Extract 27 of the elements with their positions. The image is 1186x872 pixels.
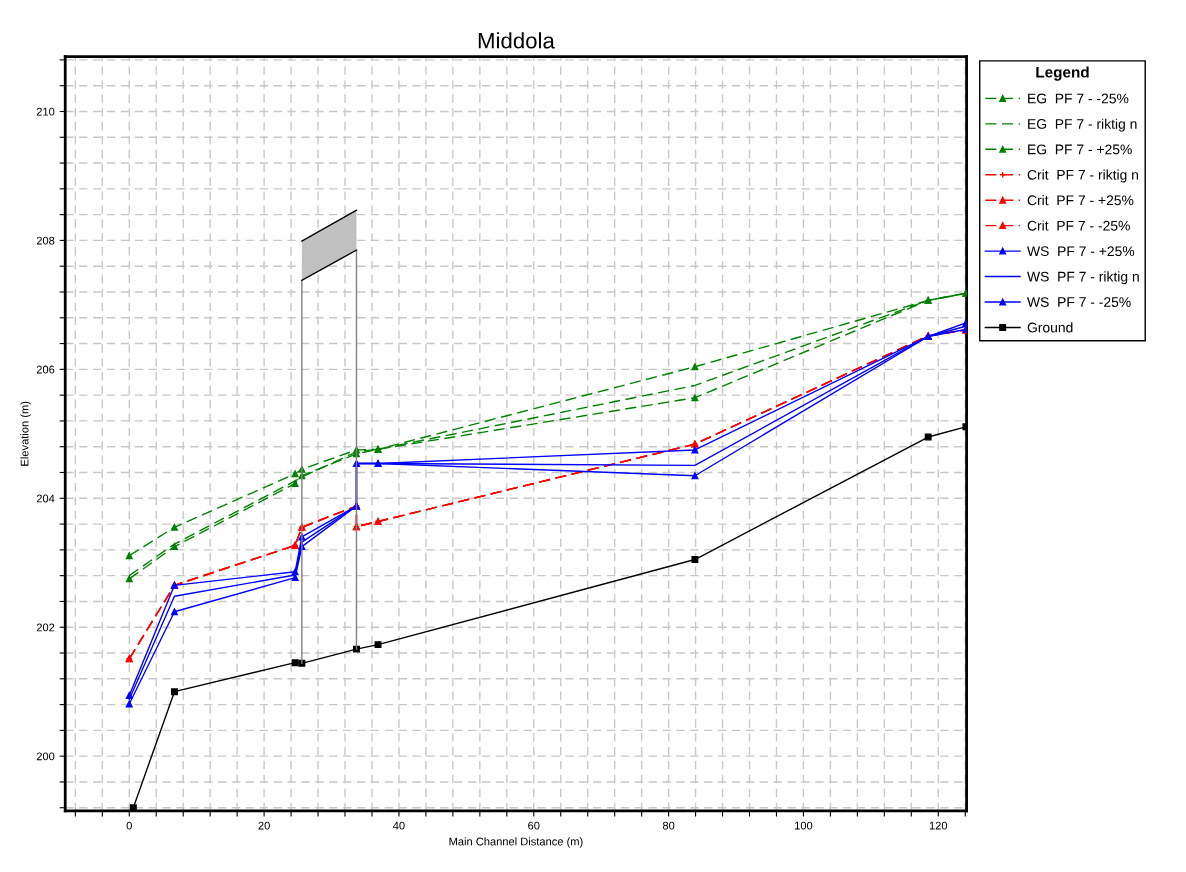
legend-label: WS PF 7 - -25% [1027, 297, 1131, 307]
x-tick-label: 80 [662, 821, 675, 830]
legend-label: Crit PF 7 - riktig n [1027, 169, 1138, 183]
legend-label: WS PF 7 - riktig n [1027, 271, 1139, 285]
legend-label: Ground [1027, 322, 1073, 333]
legend-label: EG PF 7 - +25% [1028, 144, 1132, 155]
x-tick-label: 60 [528, 821, 540, 830]
y-tick-label: 202 [36, 623, 55, 632]
legend-title: Legend [1036, 66, 1089, 81]
y-tick-label: 204 [36, 494, 55, 503]
x-tick-label: 20 [258, 821, 270, 830]
x-tick-label: 100 [795, 821, 813, 830]
legend-label: Crit PF 7 - -25% [1027, 220, 1130, 231]
legend-label: EG PF 7 - riktig n [1028, 118, 1137, 132]
x-tick-label: 0 [126, 821, 132, 830]
y-tick-label: 206 [36, 365, 55, 374]
y-tick-label: 210 [36, 107, 55, 116]
legend-label: EG PF 7 - -25% [1028, 93, 1129, 104]
y-axis-title: Elevation (m) [20, 401, 31, 466]
x-tick-label: 40 [393, 821, 405, 830]
x-tick-label: 120 [929, 821, 948, 830]
y-tick-label: 208 [36, 236, 55, 245]
chart-title: Middola [478, 32, 555, 49]
legend-label: WS PF 7 - +25% [1027, 246, 1135, 257]
y-tick-label: 200 [36, 752, 55, 761]
legend-label: Crit PF 7 - +25% [1027, 195, 1134, 206]
x-axis-title: Main Channel Distance (m) [449, 837, 583, 848]
